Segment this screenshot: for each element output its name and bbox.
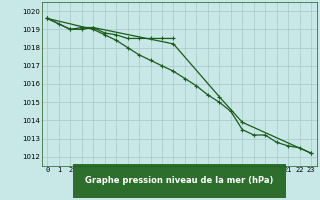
X-axis label: Graphe pression niveau de la mer (hPa): Graphe pression niveau de la mer (hPa) bbox=[85, 176, 273, 185]
